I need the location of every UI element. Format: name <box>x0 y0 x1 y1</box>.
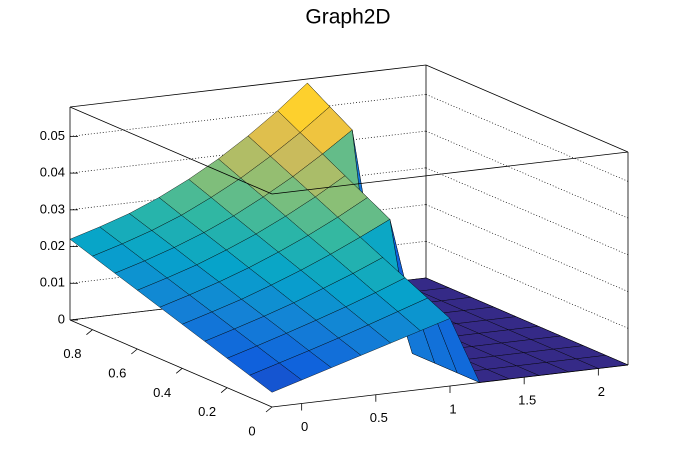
box-edge <box>69 319 273 408</box>
y-tick <box>86 329 93 335</box>
x-tick-label: 2 <box>598 384 605 399</box>
grid-line <box>425 167 629 256</box>
y-tick <box>131 348 138 355</box>
box-edge <box>271 151 629 195</box>
y-tick-label: 0.8 <box>63 346 81 361</box>
y-tick <box>220 387 228 393</box>
x-tick-label: 1 <box>449 401 456 416</box>
z-tick-label: 0.04 <box>40 165 65 180</box>
z-tick-label: 0 <box>58 311 65 326</box>
box-edge <box>425 64 629 153</box>
z-tick-label: 0.02 <box>40 238 65 253</box>
y-tick <box>175 368 183 374</box>
chart-title: Graph2D <box>305 6 390 29</box>
z-tick-label: 0.01 <box>40 275 65 290</box>
grid-line <box>425 94 629 182</box>
z-tick-label: 0.05 <box>40 128 65 143</box>
y-tick-label: 0.2 <box>198 404 216 419</box>
x-tick-label: 0 <box>301 419 308 434</box>
grid-line <box>425 204 629 292</box>
y-tick <box>265 406 273 413</box>
y-tick-label: 0.6 <box>108 365 126 380</box>
box-edge <box>69 64 427 108</box>
y-tick-label: 0 <box>248 423 255 438</box>
x-tick-label: 1.5 <box>518 393 536 408</box>
grid-line <box>425 130 629 219</box>
grid-line <box>425 240 629 329</box>
z-tick-label: 0.03 <box>40 201 65 216</box>
y-tick-label: 0.4 <box>153 385 171 400</box>
x-tick-label: 0.5 <box>370 410 388 425</box>
surface-cell <box>249 362 303 393</box>
box-edge <box>69 106 273 195</box>
